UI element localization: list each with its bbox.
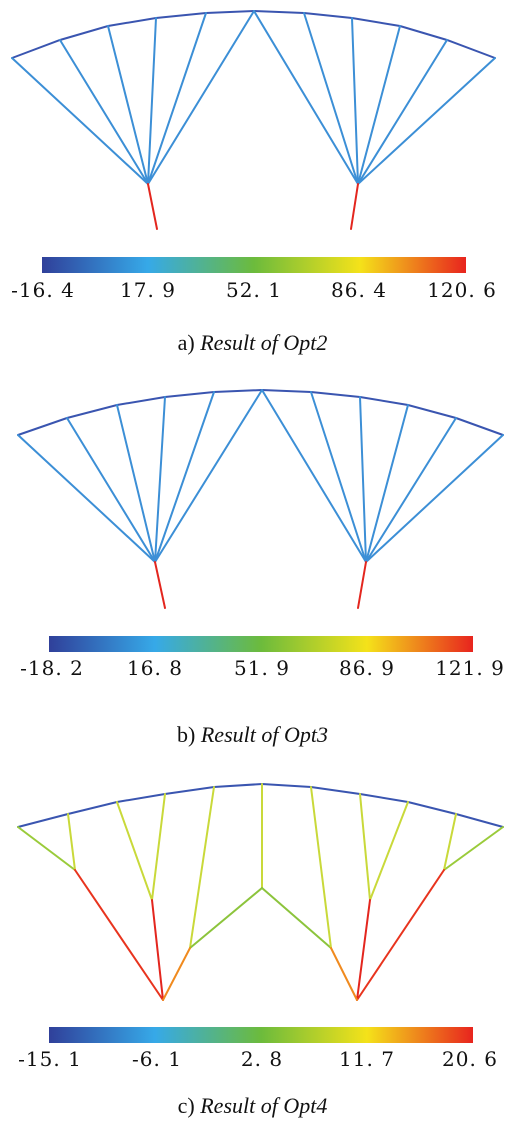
colorbar-tick: 16. 8 [127, 656, 183, 680]
colorbar-tick: 17. 9 [120, 278, 176, 302]
caption-title: Result of Opt4 [200, 1093, 328, 1118]
colorbar-tick: 20. 6 [442, 1047, 498, 1071]
member [365, 417, 457, 563]
member [151, 793, 166, 901]
caption-title: Result of Opt2 [200, 330, 328, 355]
member [189, 887, 263, 949]
member [17, 826, 76, 871]
caption-c: c) Result of Opt4 [0, 1093, 505, 1119]
colorbar-tick: 120. 6 [427, 278, 497, 302]
member [303, 12, 359, 185]
colorbar-a [42, 257, 466, 273]
caption-label: c) [177, 1093, 195, 1118]
member [310, 786, 332, 949]
member [66, 417, 156, 563]
member [11, 57, 149, 185]
member [330, 947, 358, 1001]
member [261, 389, 367, 563]
member [67, 813, 76, 871]
caption-label: b) [177, 722, 196, 747]
colorbar-b [49, 636, 473, 652]
column [147, 183, 158, 230]
member [154, 396, 166, 563]
colorbar-tick: -18. 2 [20, 656, 84, 680]
member [147, 12, 207, 185]
panel-a: -16. 4 17. 9 52. 1 86. 4 120. 6 a) Resul… [0, 0, 505, 370]
caption-title: Result of Opt3 [200, 722, 328, 747]
colorbar-tick: -16. 4 [11, 278, 75, 302]
top-arch-a [11, 9, 496, 59]
member [154, 391, 215, 563]
member [261, 887, 332, 949]
member [359, 396, 367, 563]
member [357, 57, 496, 185]
member [74, 869, 164, 1001]
top-arch-b [17, 388, 504, 436]
member [116, 801, 153, 901]
member [116, 404, 156, 563]
member [147, 17, 157, 185]
member [357, 39, 448, 185]
panel-c: -15. 1 -6. 1 2. 8 11. 7 20. 6 c) Result … [0, 770, 505, 1133]
member [356, 899, 371, 1001]
colorbar-tick: 11. 7 [339, 1047, 395, 1071]
member [443, 826, 504, 871]
member [59, 39, 149, 185]
member [359, 793, 371, 901]
structure-diagram-b [17, 388, 504, 609]
column [350, 183, 359, 230]
member [369, 801, 409, 901]
column [357, 561, 367, 609]
colorbar-tick: -15. 1 [18, 1047, 82, 1071]
member [365, 404, 409, 563]
member [443, 813, 457, 871]
member [162, 947, 191, 1001]
member [154, 389, 263, 563]
colorbar-tick: 121. 9 [435, 656, 505, 680]
member [310, 391, 367, 563]
member [357, 25, 401, 185]
caption-a: a) Result of Opt2 [0, 330, 505, 356]
member [151, 899, 164, 1001]
caption-b: b) Result of Opt3 [0, 722, 505, 748]
member [147, 10, 255, 185]
structure-diagram-a [11, 9, 496, 230]
member [365, 434, 504, 563]
colorbar-tick: -6. 1 [132, 1047, 182, 1071]
structure-diagram-c [17, 782, 504, 1001]
colorbar-tick: 51. 9 [234, 656, 290, 680]
colorbar-c [49, 1027, 473, 1043]
member [107, 25, 149, 185]
member [253, 10, 359, 185]
member [351, 17, 359, 185]
column [154, 561, 166, 609]
colorbar-tick: 86. 9 [339, 656, 395, 680]
top-arch-c [17, 782, 504, 828]
member [17, 434, 156, 563]
colorbar-tick: 52. 1 [226, 278, 282, 302]
member [356, 869, 445, 1001]
caption-label: a) [177, 330, 195, 355]
member [189, 786, 215, 949]
colorbar-tick: 2. 8 [240, 1047, 284, 1071]
panel-b: -18. 2 16. 8 51. 9 86. 9 121. 9 b) Resul… [0, 380, 505, 750]
colorbar-tick: 86. 4 [331, 278, 387, 302]
